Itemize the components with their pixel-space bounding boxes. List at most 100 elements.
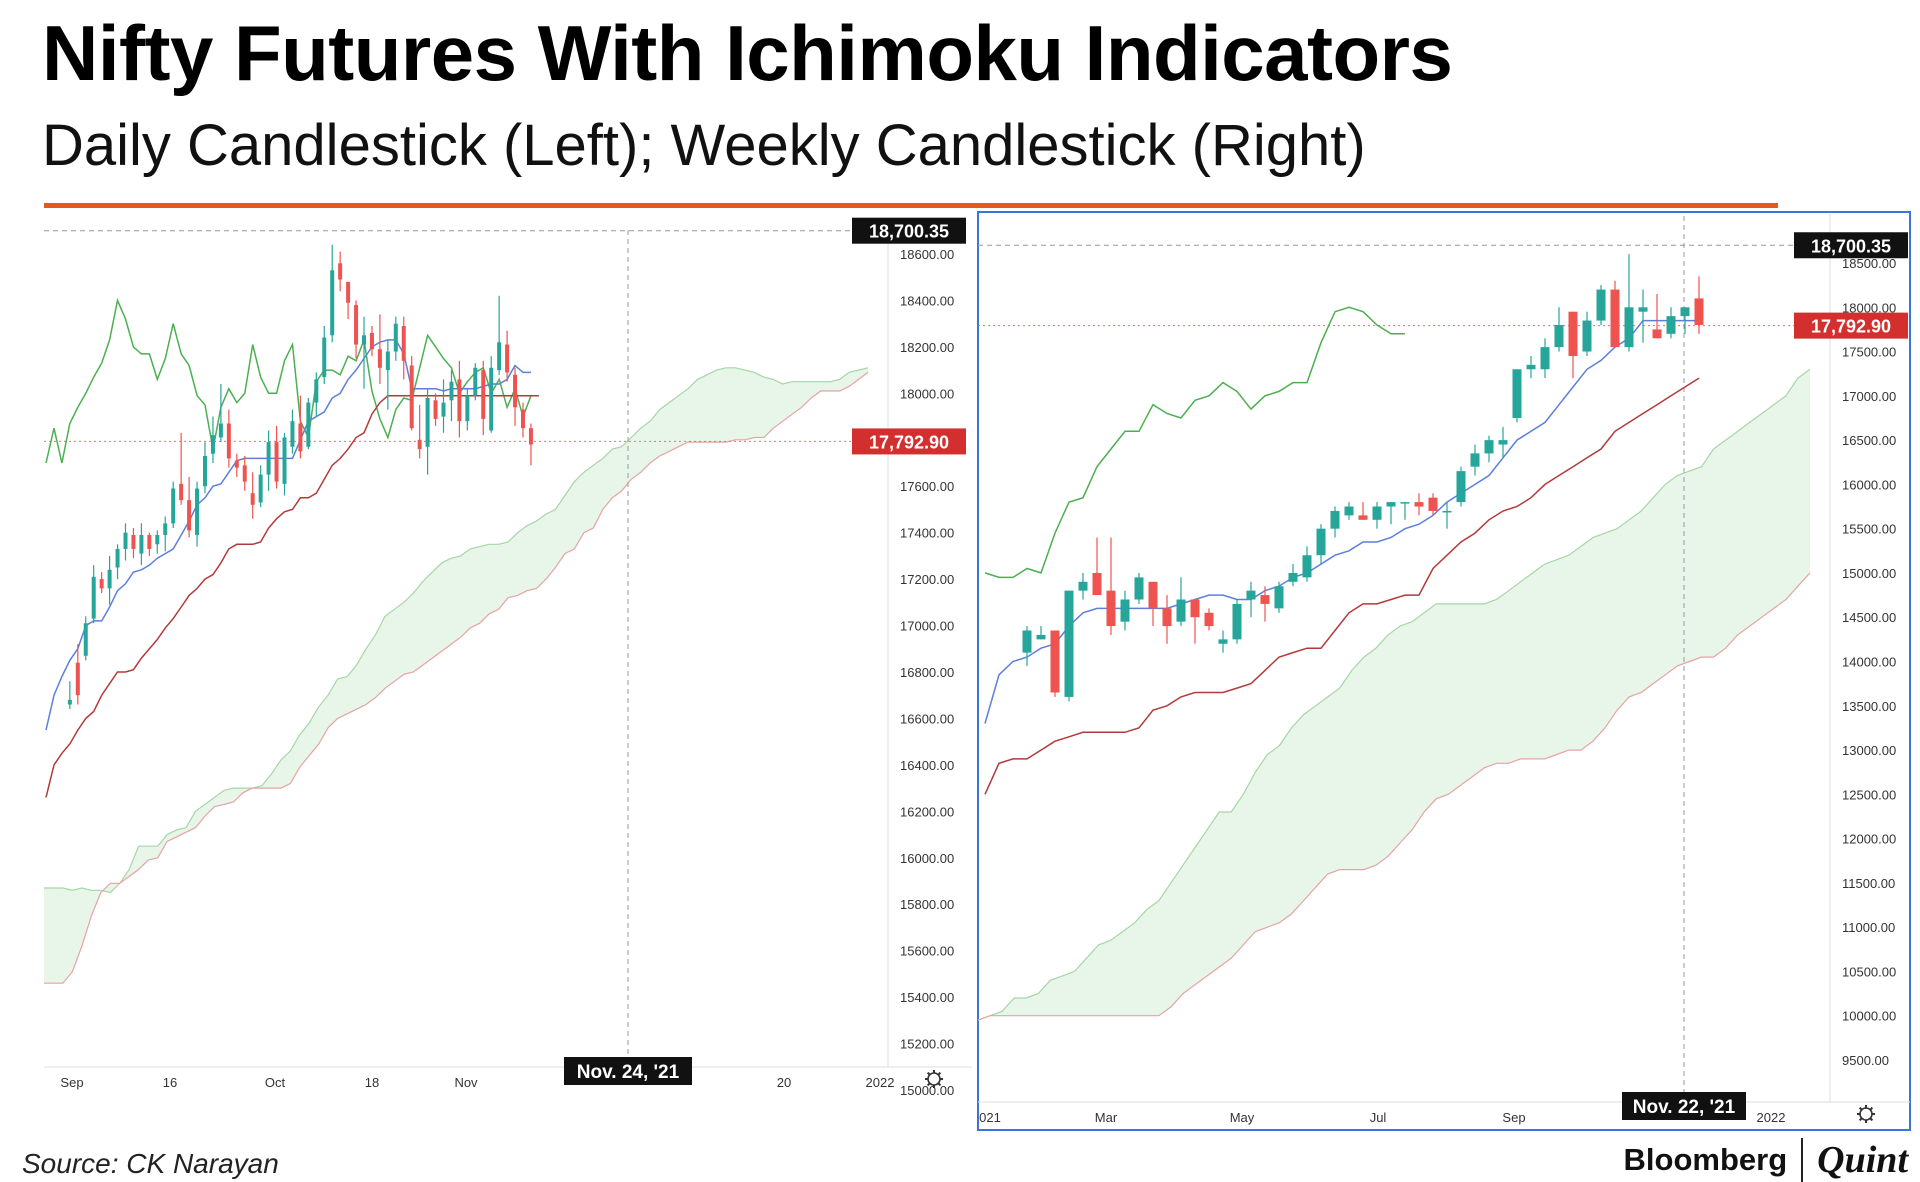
- candle: [1372, 502, 1382, 529]
- chikou-span-line: [45, 297, 532, 464]
- x-tick-label: 16: [163, 1075, 177, 1090]
- y-tick-label: 11500.00: [1842, 876, 1895, 891]
- candle-body: [385, 351, 390, 371]
- candle-body: [1638, 307, 1648, 312]
- high-price-label-text: 18,700.35: [869, 222, 949, 242]
- candle-body: [417, 439, 422, 450]
- candle-body: [1568, 311, 1578, 356]
- candle: [226, 409, 231, 468]
- candle: [1232, 599, 1242, 644]
- candle-body: [1316, 528, 1326, 556]
- candle: [266, 430, 271, 491]
- candle: [75, 644, 80, 705]
- candle-body: [298, 423, 303, 452]
- candle-body: [1176, 599, 1186, 622]
- candle-body: [433, 400, 438, 419]
- candle: [1610, 280, 1620, 348]
- candle: [1596, 285, 1606, 325]
- candle: [338, 251, 343, 292]
- candle-body: [75, 662, 80, 696]
- candle: [473, 363, 478, 401]
- candle-body: [1428, 497, 1438, 511]
- x-tick-label: 18: [365, 1075, 379, 1090]
- candle-body: [1050, 630, 1060, 693]
- y-tick-label: 16000.00: [1842, 477, 1896, 492]
- candle: [242, 456, 247, 491]
- candle: [1526, 355, 1536, 379]
- tenkan-sen-line: [984, 319, 1699, 724]
- candle: [457, 360, 462, 438]
- candle-body: [1218, 639, 1228, 644]
- x-tick-label: 021: [979, 1110, 1001, 1125]
- candle: [139, 523, 144, 566]
- gear-icon-tooth: [926, 1071, 931, 1076]
- candle-body: [1120, 599, 1130, 622]
- candle: [1694, 276, 1704, 334]
- candle-body: [521, 409, 525, 429]
- candle: [346, 281, 351, 320]
- gear-icon[interactable]: [925, 1070, 943, 1088]
- candle: [218, 384, 223, 443]
- candle-body: [393, 323, 398, 352]
- candle: [203, 442, 207, 494]
- candle: [1274, 581, 1284, 613]
- candle: [1470, 444, 1480, 476]
- candle: [131, 528, 136, 559]
- date-label-bg: [564, 1057, 692, 1085]
- senkou-span-b-line: [977, 572, 1811, 1021]
- candle: [1330, 506, 1340, 538]
- candle: [1036, 626, 1046, 640]
- source-note: Source: CK Narayan: [22, 1148, 279, 1179]
- y-tick-label: 12500.00: [1842, 787, 1896, 802]
- y-tick-label: 16000.00: [900, 851, 954, 866]
- y-tick-label: 12000.00: [1842, 832, 1896, 847]
- candle-body: [115, 548, 120, 568]
- candle-body: [1582, 320, 1592, 352]
- candle-body: [234, 460, 239, 468]
- candle: [1190, 599, 1200, 644]
- candle: [250, 472, 255, 519]
- brand-bloomberg: Bloomberg: [1623, 1142, 1788, 1177]
- gear-icon-tooth: [937, 1082, 942, 1087]
- candle: [147, 532, 152, 556]
- candle-body: [465, 395, 470, 422]
- candle: [417, 404, 422, 459]
- candle: [179, 432, 184, 505]
- candle-body: [131, 534, 136, 549]
- candle-body: [282, 437, 287, 484]
- candle-body: [171, 488, 176, 524]
- candle: [1064, 590, 1074, 702]
- kumo-cloud: [978, 369, 1810, 1021]
- candle-body: [409, 365, 414, 429]
- candle-body: [338, 263, 343, 280]
- y-tick-label: 16400.00: [900, 758, 954, 773]
- y-tick-label: 9500.00: [1842, 1053, 1889, 1068]
- candle-body: [1148, 581, 1158, 609]
- candle: [1666, 307, 1676, 339]
- candle: [314, 372, 319, 417]
- candle: [234, 453, 239, 477]
- candle-body: [147, 534, 152, 549]
- y-tick-label: 10000.00: [1842, 1009, 1896, 1024]
- y-tick-label: 18000.00: [900, 386, 954, 401]
- candle-body: [330, 270, 335, 336]
- candle-body: [497, 342, 502, 371]
- candle: [1218, 630, 1228, 653]
- candle-body: [457, 379, 462, 422]
- candle-body: [481, 370, 486, 419]
- candle: [1400, 502, 1410, 520]
- candle-body: [1204, 612, 1214, 627]
- candle-body: [1596, 289, 1606, 321]
- candle-body: [290, 421, 295, 447]
- y-tick-label: 17000.00: [900, 619, 954, 634]
- candle-body: [242, 465, 247, 482]
- candle: [489, 356, 494, 433]
- date-label: Nov. 22, '21: [1622, 1092, 1746, 1120]
- candle: [1540, 338, 1550, 379]
- candle-body: [1134, 577, 1144, 600]
- gear-icon[interactable]: [1857, 1105, 1875, 1123]
- senkou-span-a-line: [44, 367, 869, 894]
- candle-body: [401, 325, 406, 361]
- candle: [1246, 581, 1256, 618]
- candle: [441, 379, 446, 433]
